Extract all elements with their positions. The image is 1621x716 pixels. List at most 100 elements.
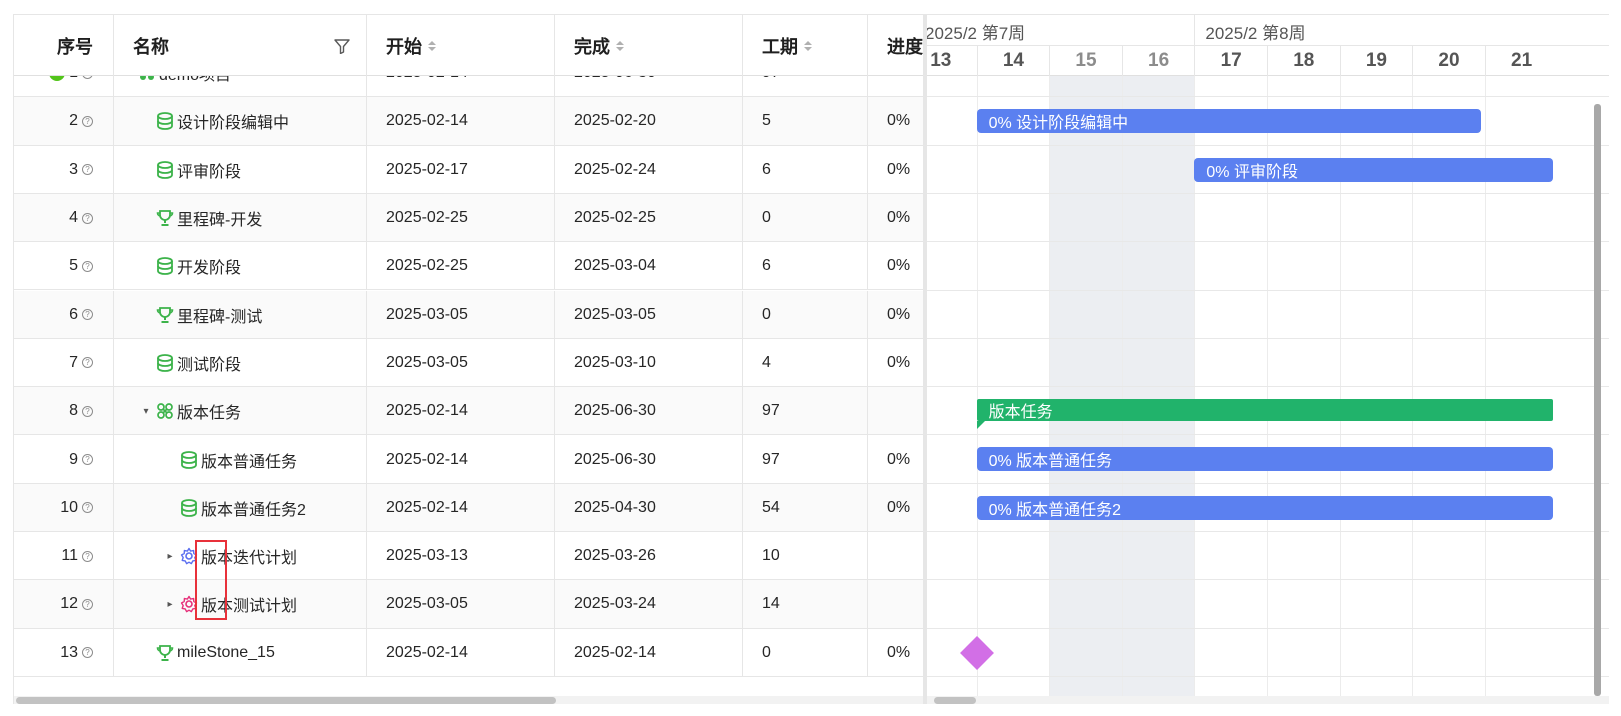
end-date-cell[interactable]: 2025-06-30 [555,387,743,436]
progress-cell[interactable] [868,580,923,628]
help-icon[interactable]: ? [82,405,93,417]
table-row[interactable]: 8? ▾ 版本任务 2025-02-14 2025-06-30 97 [14,387,923,436]
table-row[interactable]: 2? 设计阶段编辑中 2025-02-14 2025-02-20 5 0% [14,97,923,146]
collapse-toggle-icon[interactable]: ▾ [143,405,149,417]
duration-cell[interactable]: 97 [743,387,868,436]
progress-cell[interactable]: 0% [868,146,923,194]
task-bar[interactable]: 0% 评审阶段 [1194,157,1554,182]
end-date-cell[interactable]: 2025-02-20 [555,97,743,146]
task-name-cell[interactable]: 版本普通任务 [114,435,367,484]
task-name-cell[interactable]: 开发阶段 [114,242,367,291]
duration-cell[interactable]: 4 [743,338,868,388]
column-header-idx[interactable]: 序号 [14,15,114,77]
task-name-cell[interactable]: ▸ 版本测试计划 [114,580,367,629]
task-name-cell[interactable]: 评审阶段 [114,145,367,194]
end-date-cell[interactable]: 2025-02-24 [555,145,743,194]
progress-cell[interactable]: 0% [868,242,923,290]
duration-cell[interactable]: 6 [743,242,868,291]
column-header-duration[interactable]: 工期 [743,15,868,77]
help-icon[interactable]: ? [82,212,93,224]
table-row[interactable]: 12? ▸ 版本测试计划 2025-03-05 2025-03-24 14 [14,580,923,629]
task-name-cell[interactable]: 里程碑-开发 [114,193,367,243]
end-date-cell[interactable]: 2025-02-25 [555,193,743,243]
table-row[interactable]: 9? 版本普通任务 2025-02-14 2025-06-30 97 0% [14,435,923,484]
start-date-cell[interactable]: 2025-02-14 [367,387,555,436]
start-date-cell[interactable]: 2025-03-05 [367,290,555,339]
table-row[interactable]: 7? 测试阶段 2025-03-05 2025-03-10 4 0% [14,338,923,388]
table-row[interactable]: 6? 里程碑-测试 2025-03-05 2025-03-05 0 0% [14,290,923,339]
start-date-cell[interactable]: 2025-02-17 [367,145,555,194]
start-date-cell[interactable]: 2025-02-25 [367,242,555,291]
task-name-cell[interactable]: ▾ 版本任务 [114,387,367,436]
column-header-start[interactable]: 开始 [367,15,555,77]
progress-cell[interactable]: 0% [868,291,923,339]
progress-cell[interactable]: 0% [868,484,923,532]
duration-cell[interactable]: 6 [743,145,868,194]
help-icon[interactable]: ? [82,115,93,127]
gantt-vertical-scrollbar[interactable] [1594,104,1601,696]
task-bar[interactable]: 0% 版本普通任务2 [976,495,1554,520]
table-row[interactable]: 3? 评审阶段 2025-02-17 2025-02-24 6 0% [14,145,923,194]
task-name-cell[interactable]: mileStone_15 [114,628,367,677]
help-icon[interactable]: ? [82,598,93,610]
table-row[interactable]: 11? ▸ 版本迭代计划 2025-03-13 2025-03-26 10 [14,532,923,581]
start-date-cell[interactable]: 2025-02-14 [367,483,555,532]
duration-cell[interactable]: 97 [743,435,868,484]
help-icon[interactable]: ? [82,502,93,514]
task-name-cell[interactable]: 测试阶段 [114,338,367,388]
duration-cell[interactable]: 14 [743,580,868,629]
duration-cell[interactable]: 54 [743,483,868,532]
column-header-progress[interactable]: 进度 [868,15,923,77]
start-date-cell[interactable]: 2025-02-14 [367,435,555,484]
task-bar[interactable]: 0% 设计阶段编辑中 [976,109,1481,134]
column-header-name[interactable]: 名称 [114,15,367,77]
start-date-cell[interactable]: 2025-02-14 [367,97,555,146]
start-date-cell[interactable]: 2025-03-05 [367,338,555,388]
grid-horizontal-scrollbar[interactable] [16,697,556,704]
task-name-cell[interactable]: 里程碑-测试 [114,290,367,339]
duration-cell[interactable]: 0 [743,193,868,243]
start-date-cell[interactable]: 2025-03-05 [367,580,555,629]
table-row[interactable]: 10? 版本普通任务2 2025-02-14 2025-04-30 54 0% [14,483,923,532]
duration-cell[interactable]: 0 [743,628,868,677]
help-icon[interactable]: ? [82,357,93,369]
start-date-cell[interactable]: 2025-02-25 [367,193,555,243]
panel-splitter[interactable] [923,14,927,704]
end-date-cell[interactable]: 2025-03-26 [555,532,743,581]
end-date-cell[interactable]: 2025-03-10 [555,338,743,388]
end-date-cell[interactable]: 2025-03-04 [555,242,743,291]
progress-cell[interactable]: 0% [868,194,923,242]
end-date-cell[interactable]: 2025-02-14 [555,628,743,677]
gantt-horizontal-scrollbar[interactable] [934,697,976,704]
progress-cell[interactable]: 0% [868,435,923,483]
filter-icon[interactable] [334,38,350,54]
help-icon[interactable]: ? [82,647,93,659]
help-icon[interactable]: ? [82,550,93,562]
progress-cell[interactable]: 0% [868,97,923,145]
end-date-cell[interactable]: 2025-06-30 [555,435,743,484]
task-bar[interactable]: 版本任务 [976,399,1554,422]
progress-cell[interactable]: 0% [868,629,923,677]
help-icon[interactable]: ? [82,164,93,176]
progress-cell[interactable] [868,532,923,580]
duration-cell[interactable]: 5 [743,97,868,146]
sort-icon[interactable] [804,41,812,51]
end-date-cell[interactable]: 2025-04-30 [555,483,743,532]
help-icon[interactable]: ? [82,309,93,321]
task-bar[interactable]: 0% 版本普通任务 [976,447,1554,472]
sort-icon[interactable] [428,41,436,51]
sort-icon[interactable] [616,41,624,51]
start-date-cell[interactable]: 2025-03-13 [367,532,555,581]
progress-cell[interactable] [868,387,923,435]
help-icon[interactable]: ? [82,454,93,466]
end-date-cell[interactable]: 2025-03-05 [555,290,743,339]
duration-cell[interactable]: 0 [743,290,868,339]
end-date-cell[interactable]: 2025-03-24 [555,580,743,629]
progress-cell[interactable]: 0% [868,339,923,387]
table-row[interactable]: 13? mileStone_15 2025-02-14 2025-02-14 0 0% [14,628,923,677]
table-row[interactable]: 5? 开发阶段 2025-02-25 2025-03-04 6 0% [14,242,923,291]
task-name-cell[interactable]: 设计阶段编辑中 [114,97,367,146]
help-icon[interactable]: ? [82,260,93,272]
column-header-end[interactable]: 完成 [555,15,743,77]
start-date-cell[interactable]: 2025-02-14 [367,628,555,677]
